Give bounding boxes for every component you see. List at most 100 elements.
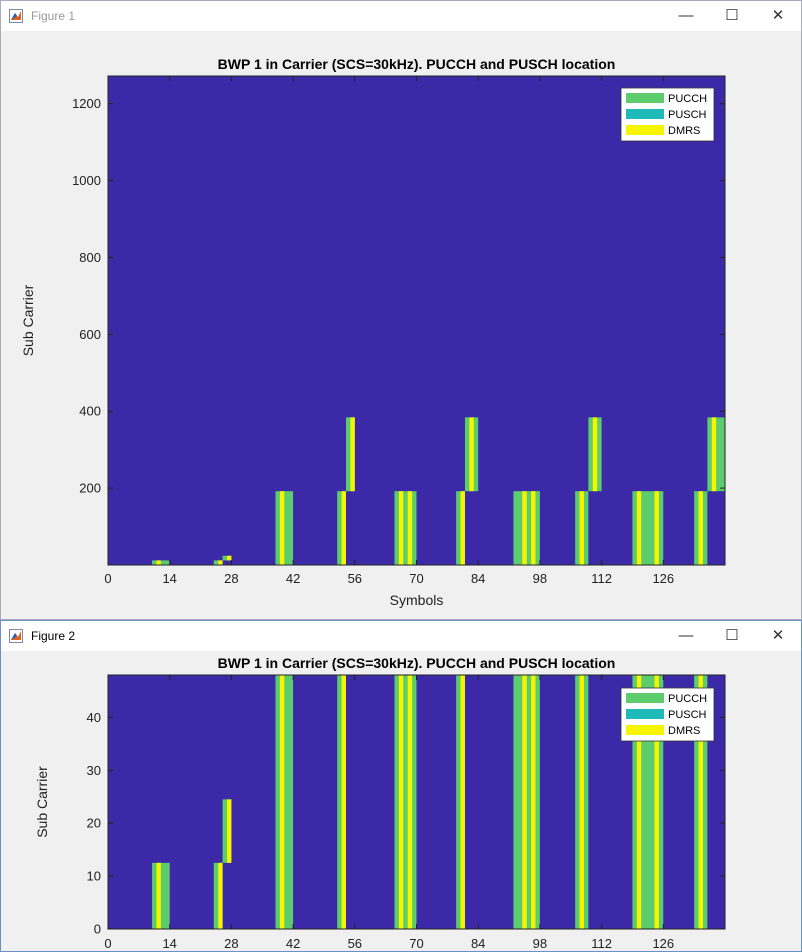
y-tick-label: 0 (94, 922, 101, 937)
y-tick-label: 200 (79, 481, 101, 496)
minimize-button[interactable]: — (678, 7, 694, 24)
pucch-region (456, 491, 465, 565)
y-tick-label: 1000 (72, 173, 101, 188)
close-button[interactable]: ✕ (771, 7, 785, 24)
dmrs-region (226, 555, 232, 561)
legend-label: DMRS (668, 725, 700, 737)
y-tick-label: 40 (87, 710, 101, 725)
legend-swatch (626, 93, 664, 103)
y-tick-label: 1200 (72, 96, 101, 111)
pucch-region (456, 675, 465, 929)
legend: PUCCH PUSCH DMRS (620, 687, 715, 742)
dmrs-region (218, 862, 223, 929)
x-tick-label: 28 (224, 571, 238, 586)
dmrs-region (460, 675, 465, 929)
pucch-region (337, 675, 346, 929)
matlab-figure-icon (9, 629, 23, 643)
dmrs-region (522, 675, 527, 929)
legend-swatch (626, 125, 664, 135)
legend-label: PUCCH (668, 93, 707, 105)
maximize-button[interactable]: ☐ (725, 627, 739, 644)
dmrs-region (350, 417, 355, 492)
figure-2-window: Figure 2 — ☐ ✕ 0 14 28 42 56 70 84 98 112 126 0 10 2… (0, 620, 802, 952)
dmrs-region (398, 491, 404, 565)
dmrs-region (592, 417, 598, 492)
x-tick-label: 56 (348, 571, 362, 586)
pucch-region (213, 862, 223, 929)
legend-swatch (626, 725, 664, 735)
x-tick-label: 28 (224, 936, 238, 951)
minimize-button[interactable]: — (678, 627, 694, 644)
x-tick-label: 98 (533, 571, 547, 586)
x-tick-label: 70 (409, 571, 423, 586)
legend-swatch (626, 109, 664, 119)
x-tick-label: 98 (533, 936, 547, 951)
dmrs-region (711, 417, 717, 492)
dmrs-region (460, 491, 465, 565)
matlab-figure-icon (9, 9, 23, 23)
dmrs-region (156, 560, 161, 565)
close-button[interactable]: ✕ (771, 627, 785, 644)
pucch-region (394, 675, 417, 929)
plot-background (108, 76, 725, 565)
window-title: Figure 2 (31, 629, 76, 643)
legend-label: PUSCH (668, 109, 707, 121)
x-tick-label: 0 (104, 571, 111, 586)
dmrs-region (398, 675, 404, 929)
dmrs-region (579, 491, 584, 565)
y-tick-label: 10 (87, 869, 101, 884)
legend-swatch (626, 709, 664, 719)
x-tick-label: 70 (409, 936, 423, 951)
y-axis-label: Sub Carrier (20, 284, 36, 356)
dmrs-region (654, 675, 659, 929)
dmrs-region (698, 675, 703, 929)
pucch-region (394, 491, 417, 565)
x-tick-label: 112 (591, 571, 612, 586)
x-tick-label: 14 (162, 571, 176, 586)
figure-1-window: Figure 1 — ☐ ✕ 0 14 28 42 56 70 84 98 112 126 200 4… (0, 0, 802, 620)
legend-swatch (626, 693, 664, 703)
dmrs-region (226, 799, 232, 863)
x-tick-label: 0 (104, 936, 111, 951)
x-tick-label: 42 (286, 936, 300, 951)
x-tick-label: 112 (591, 936, 612, 951)
title-bar[interactable]: Figure 1 — ☐ ✕ (1, 1, 801, 31)
dmrs-region (469, 417, 474, 492)
legend-label: DMRS (668, 125, 700, 137)
dmrs-region (218, 560, 223, 565)
chart-figure-1: 0 14 28 42 56 70 84 98 112 126 200 400 600 800 1000 120… (20, 56, 726, 608)
pucch-region (337, 491, 346, 565)
x-tick-label: 84 (471, 936, 485, 951)
x-tick-label: 14 (162, 936, 176, 951)
dmrs-region (698, 491, 703, 565)
dmrs-region (279, 491, 285, 565)
window-title: Figure 1 (31, 9, 76, 23)
dmrs-region (579, 675, 584, 929)
dmrs-region (531, 491, 536, 565)
dmrs-region (654, 491, 659, 565)
dmrs-region (407, 491, 413, 565)
dmrs-region (407, 675, 413, 929)
dmrs-region (636, 675, 642, 929)
x-tick-label: 126 (652, 936, 674, 951)
dmrs-region (279, 675, 285, 929)
y-tick-label: 800 (79, 250, 101, 265)
pucch-region (213, 560, 223, 565)
dmrs-region (341, 675, 346, 929)
chart-title: BWP 1 in Carrier (SCS=30kHz). PUCCH and … (218, 655, 616, 671)
x-tick-label: 126 (652, 571, 674, 586)
y-axis-label: Sub Carrier (34, 766, 50, 838)
maximize-button[interactable]: ☐ (725, 7, 739, 24)
y-tick-label: 400 (79, 404, 101, 419)
x-tick-label: 42 (286, 571, 300, 586)
chart-figure-2: 0 14 28 42 56 70 84 98 112 126 0 10 20 30 40 BWP 1 in C… (34, 655, 726, 951)
dmrs-region (341, 491, 346, 565)
legend-label: PUSCH (668, 709, 707, 721)
dmrs-region (531, 675, 536, 929)
x-tick-label: 56 (348, 936, 362, 951)
x-tick-label: 84 (471, 571, 485, 586)
chart-title: BWP 1 in Carrier (SCS=30kHz). PUCCH and … (218, 56, 616, 72)
y-tick-label: 600 (79, 327, 101, 342)
title-bar[interactable]: Figure 2 — ☐ ✕ (1, 621, 801, 651)
legend-label: PUCCH (668, 693, 707, 705)
